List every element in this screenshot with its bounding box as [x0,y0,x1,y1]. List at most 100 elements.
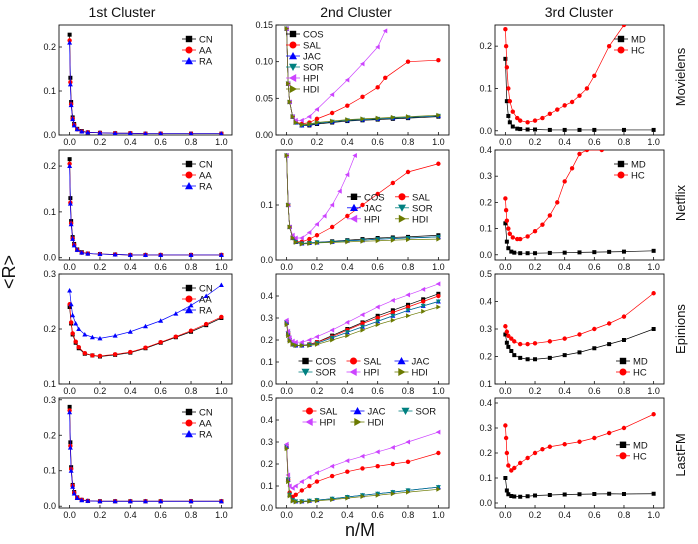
data-point-hpi [293,339,298,345]
data-point-hpi [382,28,388,34]
data-point-ra [67,288,73,293]
data-point-hdi [299,499,305,505]
legend: COS SAL JAC SOR HPI HDI [347,192,433,225]
data-point-hc [518,341,523,347]
x-tick-label: 1.0 [432,137,445,147]
row-label-movielens: Movielens [673,47,688,106]
x-tick-label: 0.0 [499,262,512,272]
data-point-md [504,99,509,104]
data-point-hdi [293,343,299,348]
data-point-hdi [406,114,411,120]
data-point-hdi [286,479,291,485]
data-point-sal [383,75,388,81]
data-point-hdi [390,114,396,120]
data-point-hpi [299,117,304,123]
series-layer [67,282,224,359]
data-point-hpi [360,453,365,459]
data-point-ra [82,332,88,337]
data-point-aa [158,340,163,345]
series-line-hpi [286,283,439,343]
legend-label-jac: JAC [303,52,321,63]
data-point-hpi [390,445,395,450]
data-point-ra [76,326,82,331]
legend-label-cn: CN [199,160,213,171]
data-point-sal [360,202,365,208]
legend-marker-cos [289,30,297,38]
legend: COS SAL JAC SOR HPI HDI [298,357,430,379]
data-point-hdi [290,114,296,120]
y-tick-label: 0.3 [479,324,492,334]
legend-label-md: MD [631,160,646,171]
data-point-hdi [314,120,320,126]
data-point-hpi [306,114,312,120]
x-tick-label: 1.0 [647,386,660,396]
data-point-ra [67,40,73,45]
data-point-ra [218,252,224,257]
x-tick-label: 0.8 [185,510,198,520]
x-tick-label: 0.2 [94,386,107,396]
data-point-aa [76,344,81,350]
data-point-hdi [290,235,296,241]
legend-label-jac: JAC [364,203,382,214]
data-point-hdi [314,498,320,504]
data-point-hdi [390,237,396,243]
data-point-ra [143,252,148,257]
data-point-hc [503,43,509,49]
data-point-sal [436,58,441,63]
column-title-3: 3rd Cluster [545,4,614,20]
data-point-ra [97,498,103,504]
data-point-cos [436,291,441,296]
legend-label-sor: SOR [412,203,433,214]
y-tick-label: 0.05 [255,93,273,103]
data-point-md [503,221,508,226]
data-point-hc [562,336,567,341]
series-line-hpi [286,431,439,489]
series-line-hc [505,25,625,123]
y-tick-label: 0.1 [479,224,492,234]
x-tick-label: 0.2 [94,262,107,272]
series-layer [284,281,441,348]
data-point-hc [515,115,520,121]
legend-label-ra: RA [199,306,213,317]
legend-label-cn: CN [199,35,213,46]
legend-label-hc: HC [631,171,645,182]
legend-marker-hpi [349,368,357,376]
legend-label-cn: CN [199,408,213,419]
data-point-hdi [436,236,441,242]
data-point-hc [547,339,553,344]
x-tick-label: 0.0 [280,137,293,147]
data-point-hpi [375,304,380,310]
data-point-hdi [360,116,365,122]
y-tick-label: 0.2 [479,448,492,458]
plot-frame [275,273,450,385]
data-point-hpi [420,286,426,292]
data-point-aa [82,351,87,356]
legend-marker-jac [350,203,358,211]
data-point-hc [504,450,510,456]
data-point-ra [71,490,77,496]
y-tick-label: 0.1 [43,466,56,476]
x-tick-label: 0.2 [311,386,324,396]
data-point-sal [436,450,441,456]
data-point-hdi [293,120,299,126]
data-point-aa [204,321,209,327]
data-point-hdi [345,117,350,123]
series-layer [67,157,224,258]
x-tick-label: 0.8 [402,137,415,147]
data-point-md [592,346,597,351]
data-point-hc [555,200,560,205]
data-point-hpi [344,77,350,83]
x-tick-label: 0.4 [124,510,137,520]
legend-label-cn: CN [199,284,213,295]
data-point-hc [547,444,553,449]
data-point-md [577,350,582,355]
x-tick-label: 0.4 [558,510,571,520]
legend-label-sor: SOR [303,63,324,74]
x-tick-label: 0.4 [341,262,354,272]
data-point-ra [85,129,91,135]
data-point-sal [421,299,426,304]
plot-frame [58,149,233,261]
